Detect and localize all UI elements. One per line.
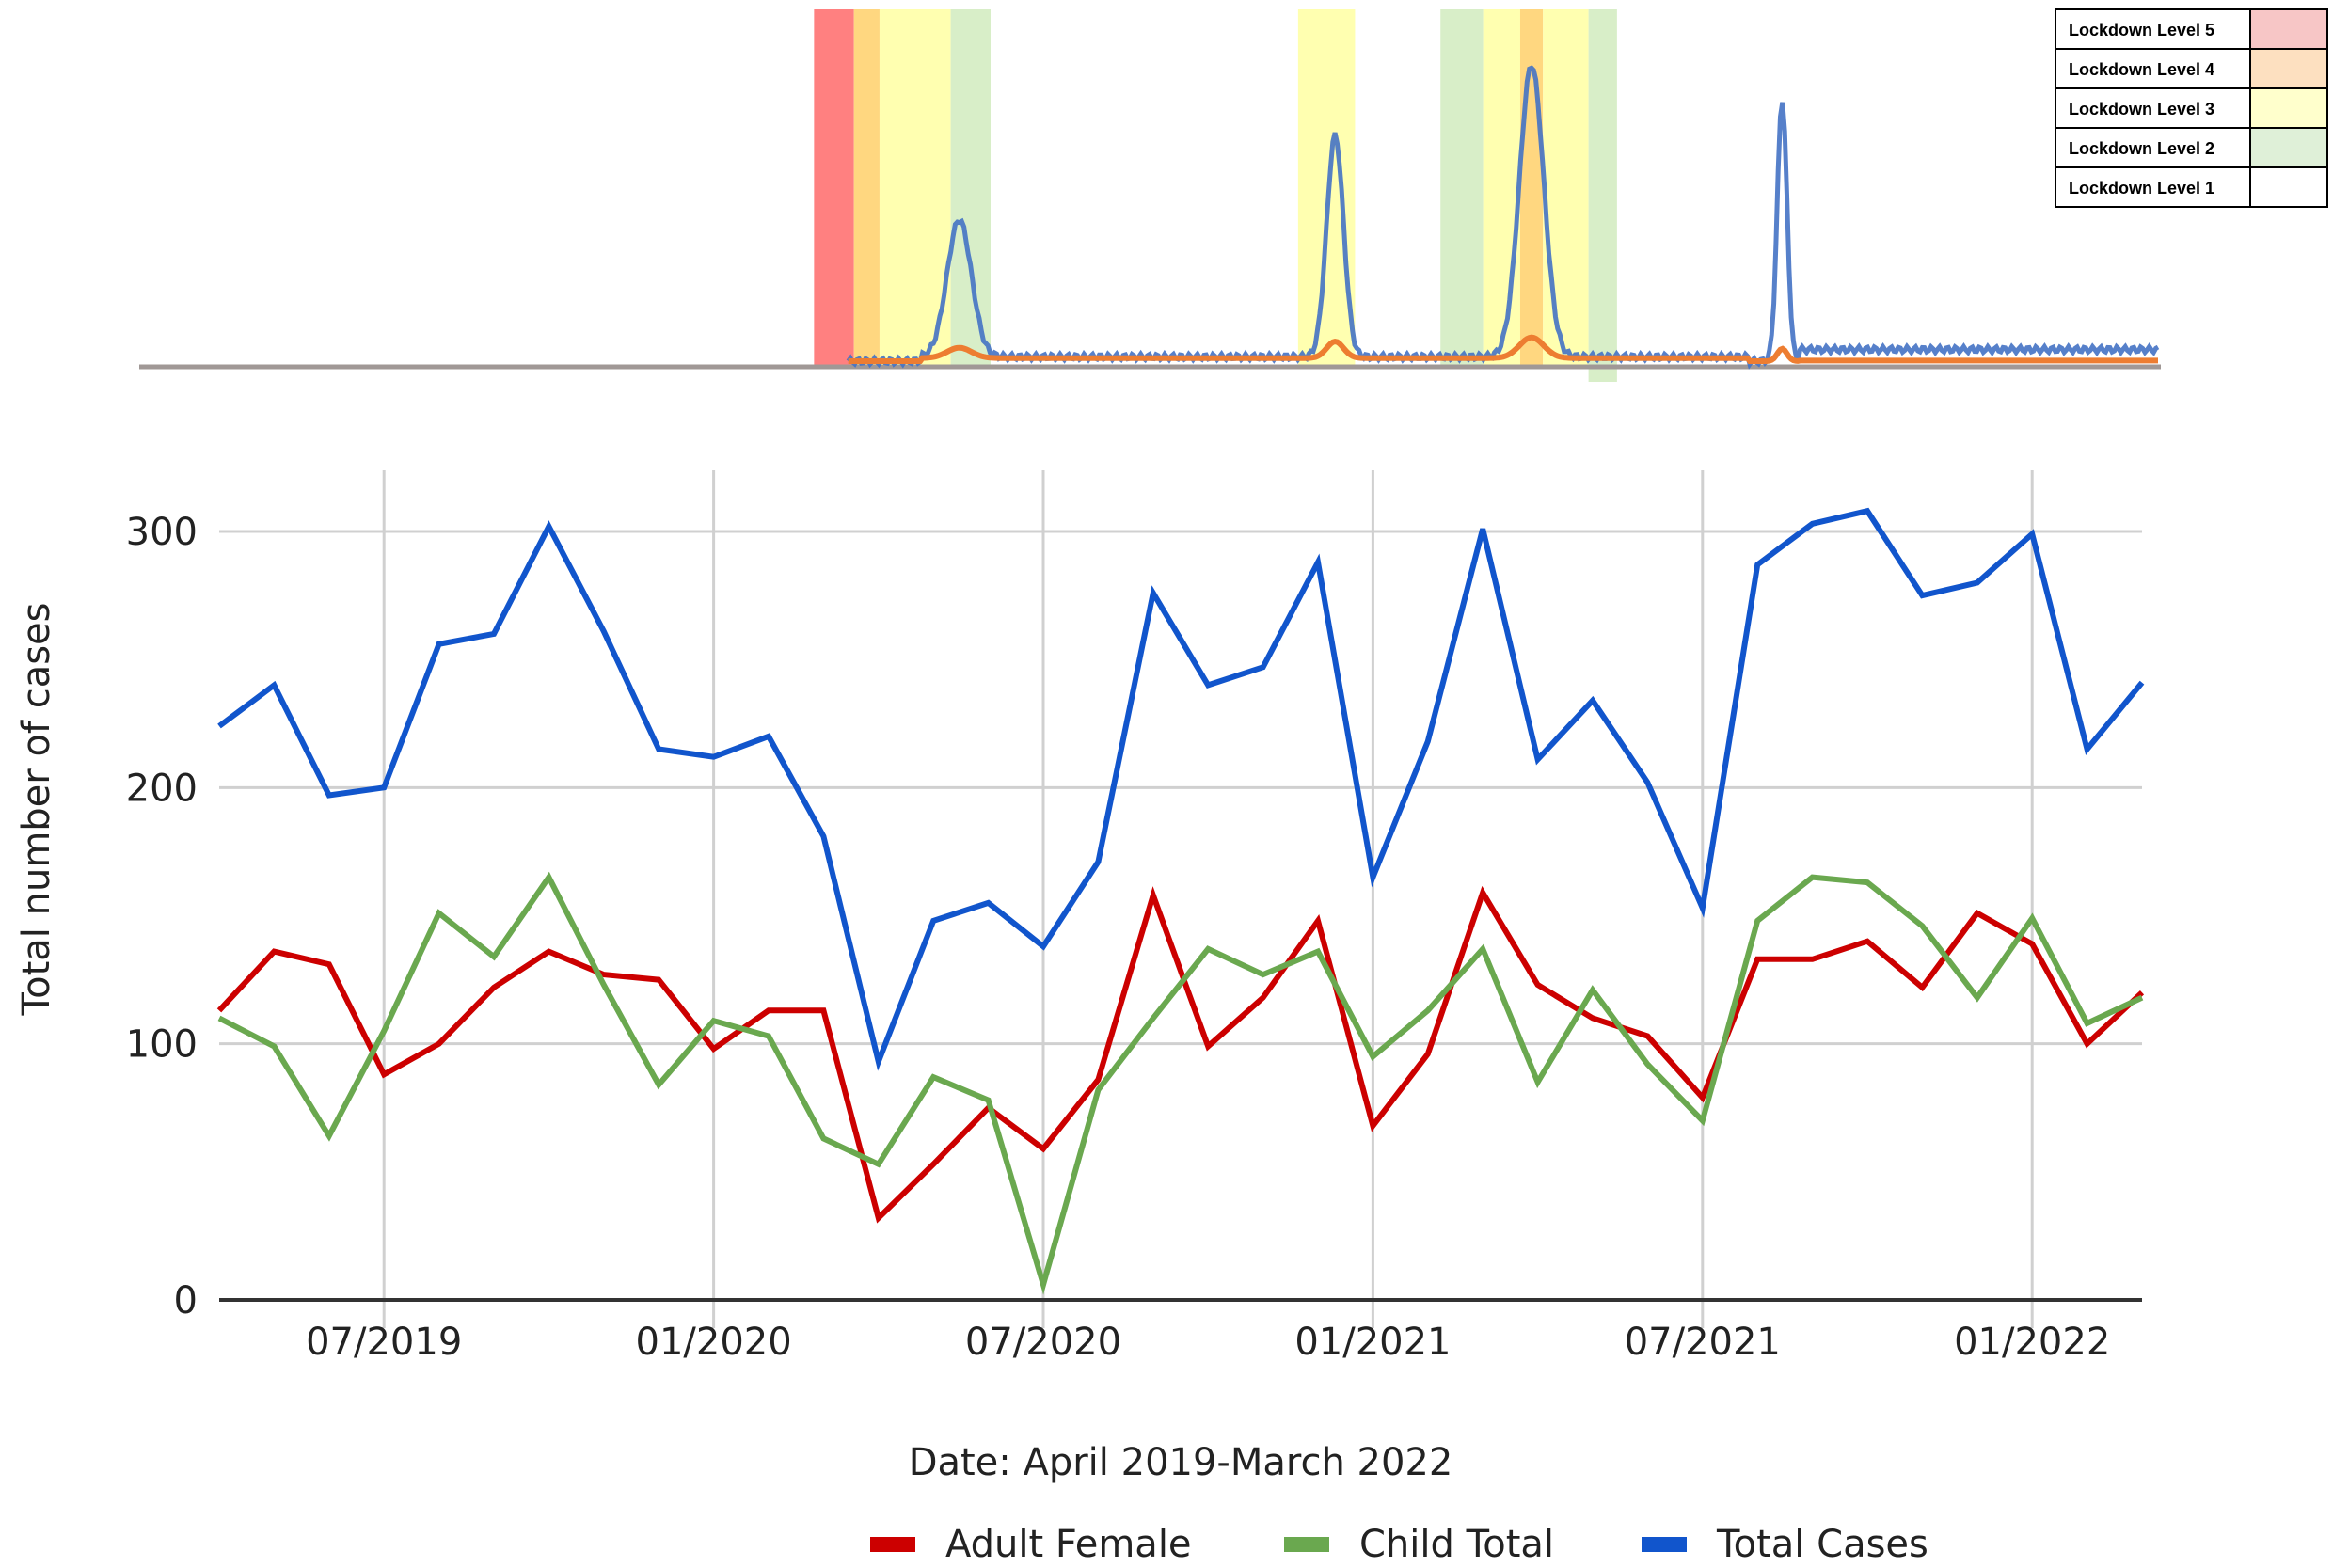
legend-label: Total Cases	[1716, 1523, 1928, 1566]
lockdown-legend-label: Lockdown Level 2	[2069, 139, 2214, 158]
x-tick-label: 07/2019	[306, 1321, 462, 1364]
lockdown-legend-swatch	[2249, 48, 2328, 89]
chart-grid	[219, 470, 2142, 1328]
legend-swatch	[1642, 1537, 1687, 1552]
chart-legend: Adult Female Child Total Total Cases	[870, 1523, 1928, 1566]
lockdown-band-level-3	[1543, 9, 1589, 367]
legend-label: Adult Female	[945, 1523, 1192, 1566]
x-tick-label: 01/2020	[636, 1321, 792, 1364]
series-line-adult-female	[216, 885, 2145, 1224]
lockdown-band-level-3	[1297, 9, 1356, 367]
lockdown-band-level-2	[1588, 9, 1617, 382]
lockdown-legend-swatch	[2249, 127, 2328, 168]
y-tick-label: 100	[126, 1023, 198, 1067]
lockdown-legend-label: Lockdown Level 3	[2069, 100, 2214, 119]
lockdown-legend-label-cell	[2055, 166, 2251, 208]
x-axis-label: Date: April 2019-March 2022	[909, 1441, 1453, 1484]
lockdown-band-level-5	[814, 9, 854, 367]
x-tick-label: 07/2020	[965, 1321, 1121, 1364]
y-axis-label: Total number of cases	[15, 602, 58, 1016]
lockdown-legend-swatch	[2249, 87, 2328, 129]
lockdown-band-level-4	[853, 9, 880, 367]
lockdown-band-level-2	[950, 9, 992, 367]
lockdown-legend-label: Lockdown Level 5	[2069, 21, 2214, 40]
legend-swatch	[870, 1537, 915, 1552]
y-tick-label: 200	[126, 767, 198, 810]
lockdown-legend-label: Lockdown Level 1	[2069, 179, 2214, 198]
legend-swatch	[1284, 1537, 1329, 1552]
lockdown-legend: Lockdown Level 5 Lockdown Level 4 Lockdown…	[2055, 8, 2328, 208]
lockdown-band-level-4	[1519, 9, 1544, 367]
lockdown-band-level-3	[1483, 9, 1520, 367]
x-axis-ticks: 07/2019 01/2020 07/2020 01/2021 07/2021 01/20…	[306, 1321, 2110, 1364]
lockdown-band-level-2	[1440, 9, 1484, 367]
legend-label: Child Total	[1359, 1523, 1554, 1566]
series-line-child-total	[217, 871, 2144, 1295]
y-axis-ticks: 0 100 200 300	[126, 511, 198, 1323]
y-tick-label: 300	[126, 511, 198, 554]
lockdown-band-level-3	[879, 9, 951, 367]
series-line-total-cases	[217, 507, 2145, 1071]
y-tick-label: 0	[174, 1279, 198, 1323]
chart-series	[216, 507, 2145, 1295]
x-tick-label: 01/2021	[1294, 1321, 1451, 1364]
lockdown-legend-label: Lockdown Level 4	[2069, 60, 2214, 79]
lockdown-legend-swatch	[2249, 8, 2328, 50]
x-tick-label: 01/2022	[1954, 1321, 2110, 1364]
wave-secondary-curve	[848, 334, 2158, 364]
lockdown-legend-swatch	[2249, 166, 2328, 208]
x-tick-label: 07/2021	[1625, 1321, 1781, 1364]
lockdown-timeline-panel	[139, 9, 2161, 382]
